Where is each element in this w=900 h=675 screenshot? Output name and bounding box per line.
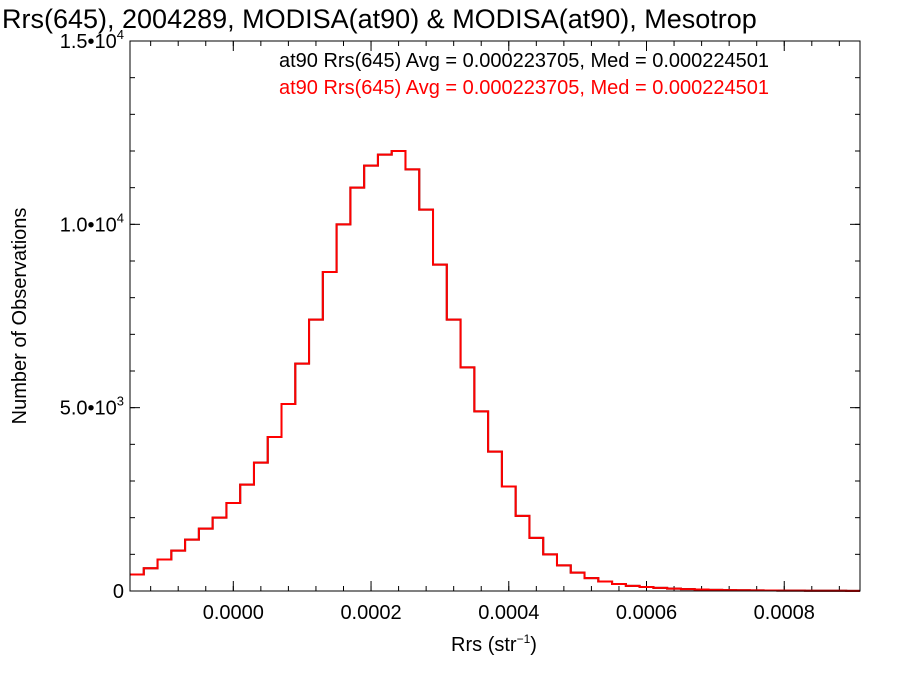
x-axis-label-base: Rrs (str <box>451 634 517 656</box>
chart-title: Rrs(645), 2004289, MODISA(at90) & MODISA… <box>2 4 757 34</box>
y-axis-label-group: Number of Observations <box>9 208 31 425</box>
x-tick-label: 0.0002 <box>340 602 401 624</box>
histogram-series-line-red <box>130 150 860 592</box>
y-axis-label: Number of Observations <box>9 208 31 425</box>
x-axis-label-suffix: ) <box>530 634 537 656</box>
x-tick-label: 0.0008 <box>754 602 815 624</box>
y-tick-label: 1.0•104 <box>60 210 124 236</box>
x-axis-label: Rrs (str−1) <box>451 632 537 656</box>
y-tick-label: 1.5•104 <box>60 27 124 53</box>
y-tick-label: 0 <box>113 581 124 603</box>
legend-annotation-black: at90 Rrs(645) Avg = 0.000223705, Med = 0… <box>279 50 769 72</box>
legend-annotation-red: at90 Rrs(645) Avg = 0.000223705, Med = 0… <box>279 77 769 99</box>
x-tick-label: 0.0004 <box>478 602 539 624</box>
axis-ticks: 0.0000 0.0002 0.0004 0.0006 0.0008 0 5.0•103 1.… <box>60 27 860 624</box>
x-axis-label-superscript: −1 <box>517 632 531 646</box>
x-tick-label: 0.0006 <box>616 602 677 624</box>
x-tick-label: 0.0000 <box>203 602 264 624</box>
y-tick-label: 5.0•103 <box>60 394 124 420</box>
histogram-series-line-black <box>130 150 860 592</box>
series-layer <box>130 150 860 592</box>
plot-frame <box>129 40 861 592</box>
